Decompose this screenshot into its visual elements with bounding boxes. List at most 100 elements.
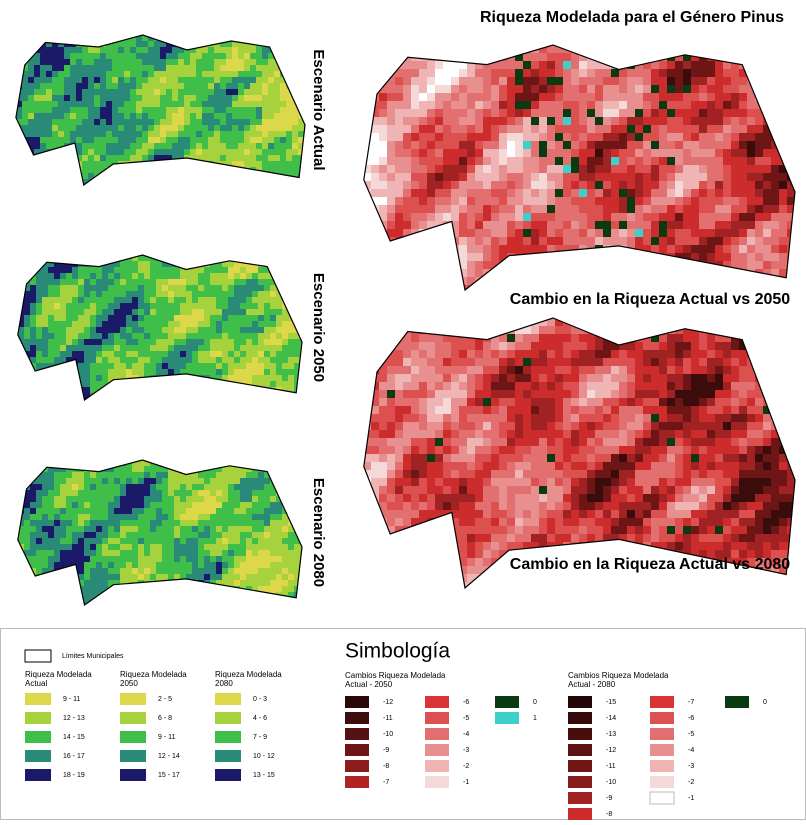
raster-cell [547, 149, 555, 157]
raster-cell [355, 229, 363, 237]
raster-cell [258, 496, 264, 502]
raster-cell [126, 604, 132, 610]
raster-cell [70, 95, 76, 101]
raster-cell [18, 387, 24, 393]
raster-cell [250, 173, 256, 179]
raster-cell [419, 93, 427, 101]
raster-cell [659, 181, 667, 189]
raster-cell [184, 167, 190, 173]
raster-cell [58, 71, 64, 77]
raster-cell [226, 95, 232, 101]
raster-cell [371, 157, 379, 165]
raster-cell [304, 41, 310, 47]
raster-cell [102, 339, 108, 345]
raster-cell [563, 77, 571, 85]
raster-cell [60, 333, 66, 339]
raster-cell [202, 77, 208, 83]
raster-cell [12, 291, 18, 297]
raster-cell [204, 598, 210, 604]
raster-cell [515, 101, 523, 109]
raster-cell [166, 167, 172, 173]
raster-cell [659, 77, 667, 85]
raster-cell [435, 157, 443, 165]
raster-cell [226, 143, 232, 149]
raster-cell [126, 351, 132, 357]
raster-cell [304, 155, 310, 161]
raster-cell [611, 165, 619, 173]
raster-cell [102, 363, 108, 369]
raster-cell [54, 574, 60, 580]
raster-cell [419, 149, 427, 157]
raster-cell [118, 137, 124, 143]
raster-cell [563, 221, 571, 229]
raster-cell [459, 109, 467, 117]
raster-cell [595, 117, 603, 125]
raster-cell [10, 65, 16, 71]
raster-cell [539, 117, 547, 125]
raster-cell [222, 267, 228, 273]
raster-cell [60, 399, 66, 405]
raster-cell [48, 357, 54, 363]
raster-cell [264, 598, 270, 604]
raster-cell [214, 65, 220, 71]
raster-cell [258, 550, 264, 556]
raster-cell [12, 484, 18, 490]
raster-cell [36, 490, 42, 496]
raster-cell [595, 173, 603, 181]
raster-cell [154, 59, 160, 65]
raster-cell [66, 478, 72, 484]
raster-cell [274, 83, 280, 89]
raster-cell [491, 93, 499, 101]
raster-cell [184, 107, 190, 113]
raster-cell [387, 109, 395, 117]
raster-cell [204, 514, 210, 520]
raster-cell [36, 508, 42, 514]
raster-cell [138, 261, 144, 267]
raster-cell [228, 339, 234, 345]
raster-cell [52, 89, 58, 95]
raster-cell [587, 269, 595, 277]
raster-cell [228, 520, 234, 526]
raster-cell [515, 189, 523, 197]
raster-cell [138, 550, 144, 556]
raster-cell [395, 285, 403, 293]
raster-cell [262, 53, 268, 59]
raster-cell [60, 490, 66, 496]
raster-cell [36, 484, 42, 490]
raster-cell [216, 393, 222, 399]
raster-cell [258, 369, 264, 375]
raster-cell [144, 285, 150, 291]
raster-cell [36, 604, 42, 610]
raster-cell [288, 508, 294, 514]
raster-cell [627, 101, 635, 109]
raster-cell [132, 339, 138, 345]
raster-cell [60, 508, 66, 514]
raster-cell [102, 496, 108, 502]
raster-cell [264, 460, 270, 466]
raster-cell [70, 77, 76, 83]
raster-cell [210, 460, 216, 466]
raster-cell [36, 568, 42, 574]
raster-cell [491, 77, 499, 85]
raster-cell [563, 189, 571, 197]
raster-cell [114, 267, 120, 273]
raster-cell [78, 333, 84, 339]
raster-cell [531, 213, 539, 221]
raster-cell [100, 149, 106, 155]
raster-cell [174, 285, 180, 291]
raster-cell [483, 221, 491, 229]
raster-cell [659, 205, 667, 213]
raster-cell [507, 261, 515, 269]
raster-cell [531, 133, 539, 141]
raster-cell [286, 47, 292, 53]
raster-cell [60, 321, 66, 327]
raster-cell [54, 303, 60, 309]
raster-cell [294, 502, 300, 508]
raster-cell [571, 149, 579, 157]
raster-cell [675, 141, 683, 149]
raster-cell [36, 387, 42, 393]
raster-cell [184, 143, 190, 149]
raster-cell [208, 35, 214, 41]
raster-cell [66, 502, 72, 508]
raster-cell [555, 221, 563, 229]
